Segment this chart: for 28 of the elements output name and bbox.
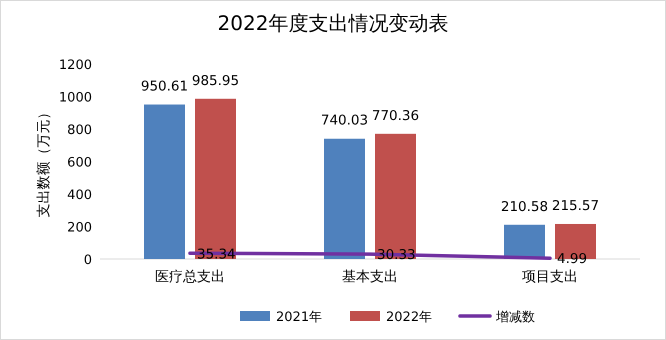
x-tick-label: 医疗总支出 (155, 269, 225, 285)
y-tick-label: 600 (67, 156, 92, 170)
y-tick-label: 800 (67, 123, 92, 138)
bar (144, 104, 185, 259)
y-tick-label: 1200 (58, 58, 92, 73)
data-label: 770.36 (372, 108, 420, 124)
y-tick-label: 0 (84, 253, 92, 268)
y-tick-label: 400 (67, 188, 92, 203)
data-label: 35.34 (197, 246, 236, 262)
data-label: 740.03 (320, 112, 368, 129)
x-tick-label: 基本支出 (342, 269, 398, 285)
y-tick-label: 200 (67, 220, 92, 236)
bar (375, 134, 416, 259)
data-label: 30.33 (377, 247, 416, 264)
data-label: 985.95 (192, 72, 240, 89)
legend-label: 2022年 (386, 310, 432, 325)
data-label: 215.57 (552, 198, 600, 214)
legend-label: 2021年 (276, 310, 322, 325)
data-label: 210.58 (500, 198, 548, 215)
y-tick-label: 1000 (58, 90, 92, 106)
bar (195, 98, 236, 259)
data-label: 950.61 (140, 78, 188, 95)
chart-title: 2022年度支出情况变动表 (218, 11, 448, 35)
bar (504, 224, 545, 259)
y-axis-title: 支出数额（万元） (36, 106, 52, 218)
legend-label: 增减数 (495, 310, 535, 325)
x-tick-label: 项目支出 (522, 269, 578, 285)
bar (324, 138, 365, 259)
